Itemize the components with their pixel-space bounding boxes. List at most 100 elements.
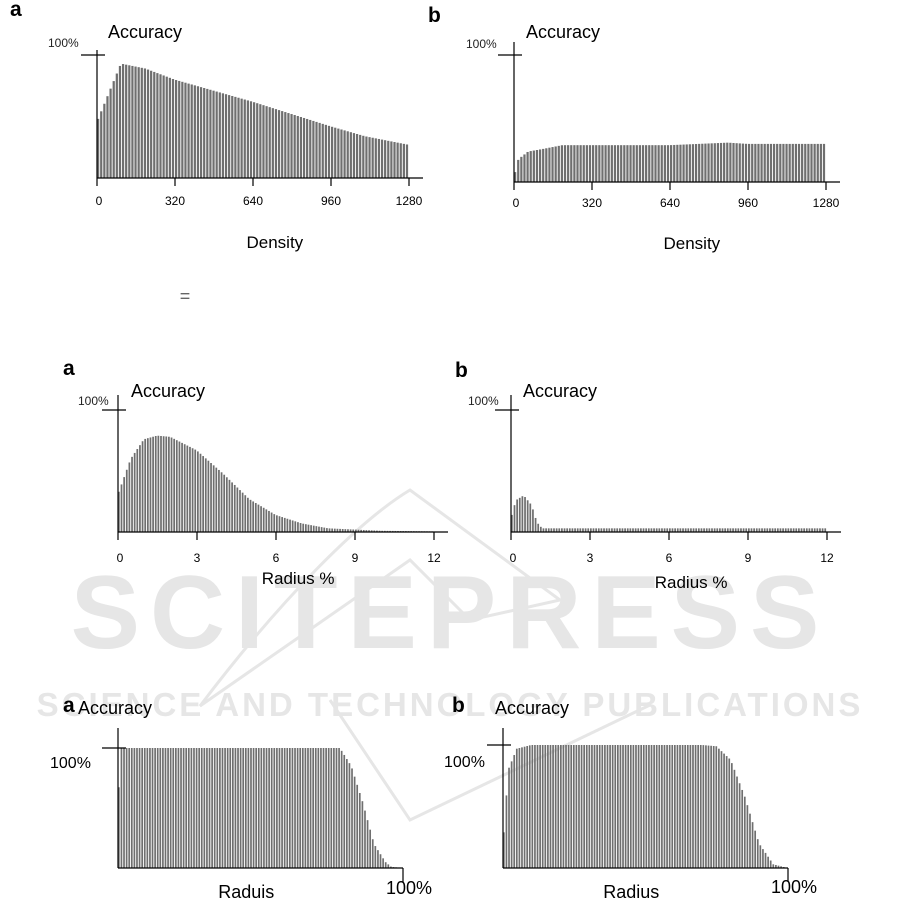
bar <box>526 746 529 868</box>
bar-series <box>503 745 788 868</box>
bar <box>294 748 296 868</box>
bar <box>296 748 299 868</box>
bar <box>368 530 370 532</box>
bar <box>355 133 359 178</box>
bar <box>585 145 588 182</box>
bar <box>277 110 281 178</box>
bar <box>338 748 340 868</box>
bar <box>224 748 226 868</box>
bar <box>508 767 510 868</box>
bar <box>622 745 624 868</box>
bar <box>352 529 355 532</box>
bar <box>202 456 204 533</box>
bar <box>510 761 513 868</box>
bar <box>617 745 619 868</box>
x-tick-label: 0 <box>513 196 520 210</box>
bar <box>177 748 180 868</box>
bar <box>344 529 347 532</box>
bar <box>228 95 231 178</box>
bar <box>621 528 624 532</box>
bar <box>327 125 331 178</box>
x-axis-label: Density <box>663 234 720 253</box>
bar <box>792 528 795 532</box>
bar <box>212 90 215 178</box>
bar <box>133 452 136 532</box>
bar <box>333 528 336 532</box>
bar <box>526 500 529 532</box>
bar <box>520 156 523 182</box>
bar <box>661 745 663 868</box>
bar <box>327 748 330 868</box>
bar <box>788 143 791 182</box>
bar <box>290 114 293 178</box>
bar <box>616 528 619 532</box>
bar <box>697 745 700 868</box>
x-tick-label: 0 <box>96 194 103 208</box>
bar <box>241 492 244 532</box>
bar <box>658 528 661 532</box>
bar <box>756 839 759 868</box>
bar <box>257 748 260 868</box>
bar <box>225 477 228 532</box>
bar <box>682 528 684 532</box>
bar <box>286 748 289 868</box>
bar <box>699 745 702 868</box>
bar <box>284 112 287 178</box>
bar <box>632 145 635 182</box>
bar <box>515 748 518 868</box>
bar <box>702 745 705 868</box>
bar <box>746 805 749 868</box>
bar <box>247 497 249 532</box>
bar <box>692 745 694 868</box>
bar <box>143 748 146 868</box>
bar <box>220 472 223 532</box>
bar <box>627 745 630 868</box>
bar <box>574 528 576 532</box>
bar <box>283 748 286 868</box>
bar <box>273 514 276 532</box>
bar <box>545 528 547 532</box>
bar <box>598 745 601 868</box>
bar <box>289 519 291 532</box>
bar <box>629 145 632 182</box>
bar <box>764 852 767 868</box>
bar <box>572 745 575 868</box>
bar <box>551 147 554 182</box>
bar <box>708 528 711 532</box>
bar <box>661 528 663 532</box>
bar <box>268 107 271 178</box>
bar <box>757 143 760 182</box>
bar <box>287 113 290 178</box>
bar <box>374 846 377 868</box>
bar <box>168 436 170 532</box>
bar <box>744 143 748 182</box>
bar <box>763 143 766 182</box>
bar <box>723 142 726 182</box>
bar <box>754 143 757 182</box>
bar <box>190 748 193 868</box>
bar <box>265 509 268 532</box>
bar <box>626 528 629 532</box>
bar <box>567 145 570 182</box>
bar <box>314 748 317 868</box>
bar <box>162 748 164 868</box>
bar <box>505 795 508 868</box>
bar <box>128 462 131 532</box>
bar <box>324 124 327 178</box>
bar <box>286 518 289 532</box>
bar <box>320 748 322 868</box>
bar <box>198 748 201 868</box>
bar <box>259 104 262 178</box>
bar <box>291 520 294 532</box>
bar <box>328 528 331 532</box>
bar <box>819 528 821 532</box>
bar <box>642 745 645 868</box>
bar <box>616 145 620 182</box>
bar <box>120 484 123 532</box>
bar <box>172 748 175 868</box>
bar <box>650 528 653 532</box>
bar <box>511 514 513 532</box>
bar <box>545 148 548 182</box>
x-axis-label: Density <box>246 233 303 252</box>
bar <box>532 150 535 182</box>
